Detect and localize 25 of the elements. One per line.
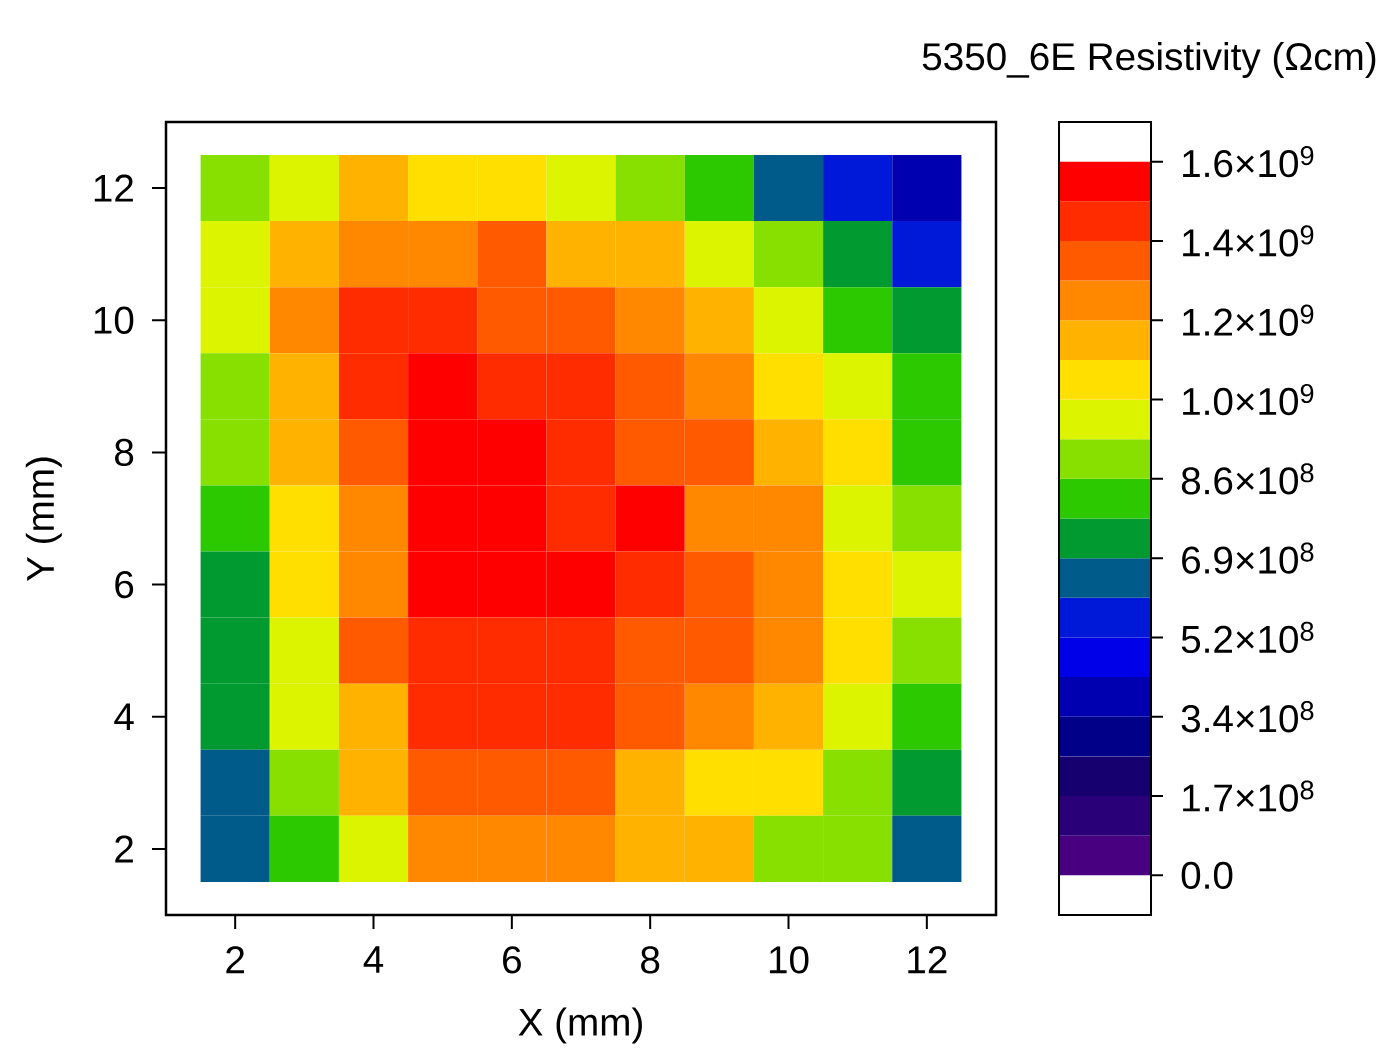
y-tick-label: 2 [115, 835, 133, 863]
text: 5350_6E Resistivity (Ωcm) [922, 41, 1376, 79]
x-tick-label: 6 [503, 946, 521, 974]
color-bar-label: 1.7×10$^{8}$ [1183, 780, 1314, 812]
color-bar-label: 1.4×10$^{9}$ [1183, 225, 1314, 257]
x-tick-label: 4 [363, 946, 384, 973]
y-tick-label: 6 [115, 570, 134, 599]
y-tick-label: 10 [94, 306, 134, 334]
x-tick-label: 12 [908, 946, 947, 974]
color-bar-label: 3.4×10$^{8}$ [1181, 701, 1314, 733]
x-tick-label: 8 [641, 946, 660, 974]
color-bar-label: 6.9×10$^{8}$ [1182, 542, 1314, 574]
y-tick-label: 4 [114, 703, 134, 731]
x-tick-label: 2 [226, 946, 244, 974]
color-bar-label: 5.2×10$^{8}$ [1181, 621, 1314, 654]
y-axis-title: Y (mm) [25, 457, 62, 581]
x-axis-title: X (mm) [518, 1007, 642, 1044]
color-bar-label: 8.6×10$^{8}$ [1181, 463, 1314, 495]
color-bar-label: 1.6×10$^{9}$ [1183, 145, 1314, 178]
color-bar-label: 1.0×10$^{9}$ [1183, 383, 1314, 416]
color-bar-label: 1.2×10$^{9}$ [1183, 304, 1314, 336]
color-bar-label: 0.0 [1181, 861, 1233, 890]
x-tick-label: 10 [769, 946, 809, 974]
y-tick-label: 8 [115, 438, 134, 467]
y-tick-label: 12 [94, 174, 133, 202]
